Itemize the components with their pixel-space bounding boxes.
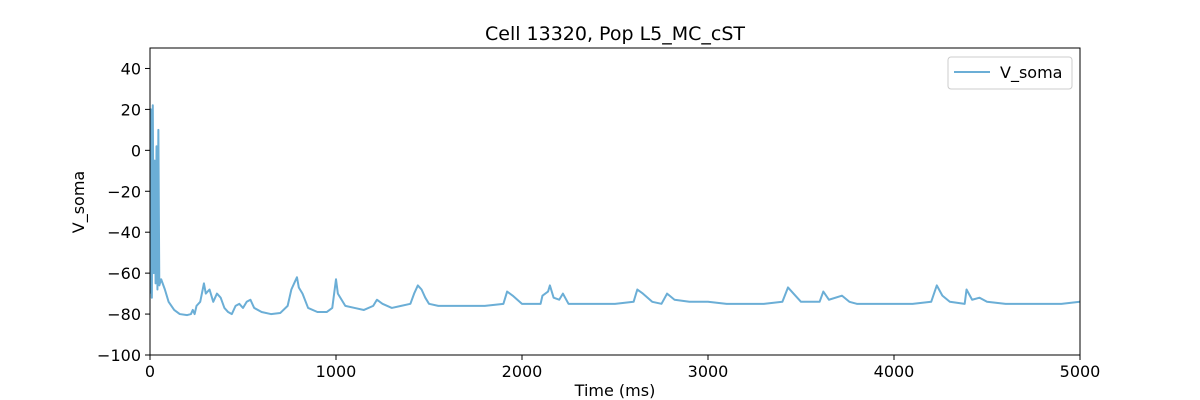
y-axis-label: V_soma [69, 171, 89, 233]
y-tick-label: −100 [97, 346, 141, 365]
y-tick-label: 40 [121, 59, 141, 78]
x-tick-label: 5000 [1060, 362, 1101, 381]
legend-box [947, 56, 1073, 90]
x-tick-label: 3000 [688, 362, 729, 381]
y-tick-label: −80 [107, 305, 141, 324]
plot-frame [149, 47, 1081, 356]
data-line [150, 104, 1080, 317]
y-tick-label: 20 [121, 100, 141, 119]
y-tick-label: −40 [107, 223, 141, 242]
x-tick-label: 1000 [316, 362, 357, 381]
y-tick-label: −20 [107, 182, 141, 201]
x-axis-label: Time (ms) [574, 381, 656, 400]
x-tick-label: 0 [145, 362, 155, 381]
x-tick-label: 4000 [874, 362, 915, 381]
x-tick-label: 2000 [502, 362, 543, 381]
plot-area [150, 104, 1080, 317]
chart-title: Cell 13320, Pop L5_MC_cST [485, 23, 745, 45]
y-tick-label: 0 [131, 141, 141, 160]
legend-label: V_soma [1000, 63, 1062, 83]
y-tick-label: −60 [107, 264, 141, 283]
